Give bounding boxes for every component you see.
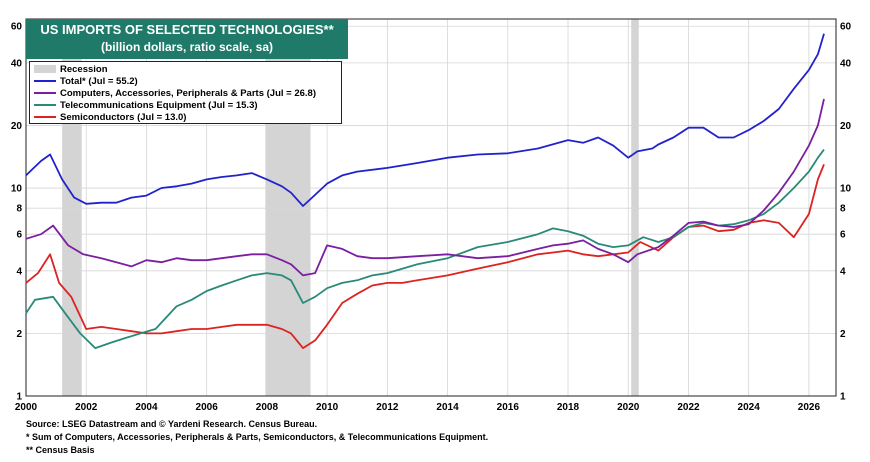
x-tick-2002: 2002 [75, 402, 98, 413]
y-tick-left-4: 4 [16, 266, 22, 277]
x-tick-2024: 2024 [738, 402, 761, 413]
legend-item-recession: Recession [34, 63, 337, 75]
legend-swatch-semiconductors [34, 116, 56, 118]
y-tick-right-40: 40 [840, 58, 852, 69]
x-tick-2012: 2012 [376, 402, 399, 413]
chart-subtitle: (billion dollars, ratio scale, sa) [100, 40, 274, 54]
source-note: Source: LSEG Datastream and © Yardeni Re… [26, 419, 318, 429]
legend-item-telecom: Telecommunications Equipment (Jul = 15.3… [34, 99, 337, 111]
plot-frame [25, 18, 837, 397]
y-tick-left-40: 40 [11, 58, 23, 69]
y-tick-right-6: 6 [840, 230, 846, 241]
y-tick-right-1: 1 [840, 392, 846, 403]
series-line-computers [25, 98, 825, 277]
x-tick-2000: 2000 [15, 402, 38, 413]
y-tick-left-10: 10 [11, 184, 23, 195]
legend-item-total: Total* (Jul = 55.2) [34, 75, 337, 87]
y-tick-right-10: 10 [840, 184, 852, 195]
x-tick-2008: 2008 [256, 402, 279, 413]
y-tick-right-4: 4 [840, 266, 846, 277]
x-tick-2026: 2026 [798, 402, 821, 413]
y-tick-right-2: 2 [840, 329, 846, 340]
recession-band-2 [631, 19, 639, 396]
series-line-total [25, 33, 825, 207]
footnote-total: * Sum of Computers, Accessories, Periphe… [26, 432, 489, 442]
y-tick-right-60: 60 [840, 22, 852, 33]
legend-swatch-telecom [34, 104, 56, 106]
x-tick-2010: 2010 [316, 402, 339, 413]
y-tick-left-20: 20 [11, 121, 23, 132]
series-line-telecom [25, 149, 825, 349]
y-tick-left-6: 6 [16, 230, 22, 241]
y-tick-right-8: 8 [840, 204, 846, 215]
legend: Recession Total* (Jul = 55.2) Computers,… [29, 61, 342, 124]
chart-title-box: US IMPORTS OF SELECTED TECHNOLOGIES** (b… [26, 19, 348, 59]
legend-label-computers: Computers, Accessories, Peripherals & Pa… [60, 87, 316, 99]
x-tick-2016: 2016 [497, 402, 520, 413]
y-tick-left-1: 1 [16, 392, 22, 403]
y-tick-left-60: 60 [11, 22, 23, 33]
x-tick-2018: 2018 [557, 402, 580, 413]
legend-swatch-computers [34, 92, 56, 94]
chart-title: US IMPORTS OF SELECTED TECHNOLOGIES** [40, 22, 334, 37]
x-tick-2006: 2006 [196, 402, 219, 413]
x-tick-2022: 2022 [677, 402, 700, 413]
x-tick-2020: 2020 [617, 402, 640, 413]
footnote-census: ** Census Basis [26, 445, 95, 455]
chart-footer: Source: LSEG Datastream and © Yardeni Re… [26, 418, 488, 457]
legend-swatch-recession [34, 65, 56, 73]
legend-label-recession: Recession [60, 63, 108, 75]
x-tick-2004: 2004 [135, 402, 158, 413]
legend-label-semiconductors: Semiconductors (Jul = 13.0) [60, 111, 187, 123]
legend-label-telecom: Telecommunications Equipment (Jul = 15.3… [60, 99, 258, 111]
series-lines [25, 33, 825, 349]
x-tick-2014: 2014 [436, 402, 459, 413]
y-tick-left-8: 8 [16, 204, 22, 215]
y-tick-right-20: 20 [840, 121, 852, 132]
legend-swatch-total [34, 80, 56, 82]
legend-label-total: Total* (Jul = 55.2) [60, 75, 138, 87]
legend-item-semiconductors: Semiconductors (Jul = 13.0) [34, 111, 337, 123]
legend-item-computers: Computers, Accessories, Peripherals & Pa… [34, 87, 337, 99]
y-tick-left-2: 2 [16, 329, 22, 340]
